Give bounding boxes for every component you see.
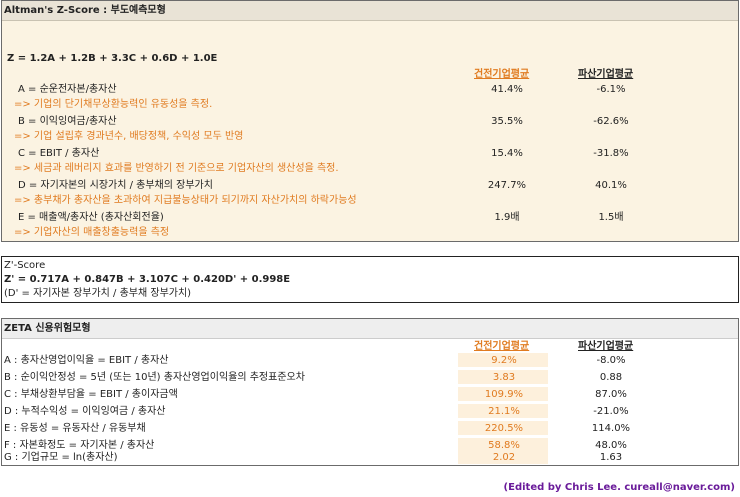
altman-row-d-note: => 총부채가 총자산을 초과하여 지급불능상태가 되기까지 자산가치의 하락가…: [14, 195, 357, 206]
zeta-row-a-healthy: 9.2%: [491, 355, 517, 366]
zeta-row-c-bankrupt: 87.0%: [595, 389, 627, 400]
altman-title: Altman's Z-Score : 부도예측모형: [4, 5, 166, 16]
author-credit: (Edited by Chris Lee. cureall@naver.com): [503, 482, 735, 493]
altman-row-a-label: A = 순운전자본/총자산: [18, 84, 117, 95]
altman-row-a-bankrupt: -6.1%: [596, 84, 626, 95]
zeta-row-d-label: D : 누적수익성 = 이익잉여금 / 총자산: [4, 406, 166, 417]
zeta-row-g-label: G : 기업규모 = ln(총자산): [4, 452, 118, 463]
zeta-col-healthy: 건전기업평균: [474, 341, 530, 352]
altman-row-b-label: B = 이익잉여금/총자산: [18, 116, 117, 127]
altman-row-b-bankrupt: -62.6%: [593, 116, 629, 127]
zeta-row-a-bankrupt: -8.0%: [596, 355, 626, 366]
altman-row-b-healthy: 35.5%: [491, 116, 523, 127]
zeta-row-f-label: F : 자본화정도 = 자기자본 / 총자산: [4, 440, 155, 451]
altman-row-c-healthy: 15.4%: [491, 148, 523, 159]
altman-row-d-healthy: 247.7%: [487, 180, 527, 191]
zprime-title: Z'-Score: [4, 260, 46, 271]
zeta-row-d-bankrupt: -21.0%: [593, 406, 629, 417]
zeta-row-d-healthy: 21.1%: [488, 406, 520, 417]
zeta-row-g-healthy: 2.02: [492, 452, 516, 463]
zprime-note: (D' = 자기자본 장부가치 / 총부채 장부가치): [4, 288, 192, 299]
altman-col-healthy: 건전기업평균: [474, 69, 530, 80]
altman-row-e-bankrupt: 1.5배: [598, 212, 624, 223]
zeta-cell-shade: [458, 450, 548, 464]
zeta-panel: ZETA 신용위험모형 건전기업평균 파산기업평균 A : 총자산영업이익율 =…: [1, 318, 739, 466]
zeta-row-e-healthy: 220.5%: [484, 423, 524, 434]
altman-row-b-note: => 기업 설립후 경과년수, 배당정책, 수익성 모두 반영: [14, 131, 244, 142]
altman-zscore-panel: Altman's Z-Score : 부도예측모형 Z = 1.2A + 1.2…: [1, 0, 739, 242]
zeta-cell-shade: [458, 438, 548, 452]
zeta-row-a-label: A : 총자산영업이익율 = EBIT / 총자산: [4, 355, 169, 366]
zeta-title: ZETA 신용위험모형: [4, 323, 91, 334]
zeta-row-c-label: C : 부채상환부담율 = EBIT / 총이자금액: [4, 389, 178, 400]
zeta-row-b-label: B : 순이익안정성 = 5년 (또는 10년) 총자산영업이익율의 추정표준오…: [4, 372, 305, 383]
altman-row-e-note: => 기업자산의 매출창출능력을 측정: [14, 227, 170, 238]
altman-row-a-note: => 기업의 단기채무상환능력인 유동성을 측정.: [14, 99, 213, 110]
zeta-row-b-healthy: 3.83: [492, 372, 516, 383]
altman-formula: Z = 1.2A + 1.2B + 3.3C + 0.6D + 1.0E: [7, 53, 218, 64]
altman-row-d-label: D = 자기자본의 시장가치 / 총부채의 장부가치: [18, 180, 213, 191]
zeta-row-g-bankrupt: 1.63: [599, 452, 623, 463]
altman-title-bar: Altman's Z-Score : 부도예측모형: [2, 1, 738, 21]
altman-row-a-healthy: 41.4%: [491, 84, 523, 95]
zeta-title-bar: ZETA 신용위험모형: [2, 319, 738, 339]
zeta-row-b-bankrupt: 0.88: [599, 372, 623, 383]
zeta-row-c-healthy: 109.9%: [484, 389, 524, 400]
zeta-cell-shade: [458, 387, 548, 401]
zeta-row-f-bankrupt: 48.0%: [595, 440, 627, 451]
altman-col-bankrupt: 파산기업평균: [578, 69, 634, 80]
altman-row-d-bankrupt: 40.1%: [595, 180, 627, 191]
zeta-cell-shade: [458, 404, 548, 418]
zeta-row-f-healthy: 58.8%: [488, 440, 520, 451]
altman-row-c-note: => 세금과 레버리지 효과를 반영하기 전 기준으로 기업자산의 생산성을 측…: [14, 163, 339, 174]
altman-row-e-label: E = 매출액/총자산 (총자산회전율): [18, 212, 164, 223]
zprime-formula: Z' = 0.717A + 0.847B + 3.107C + 0.420D' …: [4, 274, 291, 285]
altman-row-e-healthy: 1.9배: [494, 212, 520, 223]
zeta-row-e-bankrupt: 114.0%: [591, 423, 631, 434]
zprime-score-panel: Z'-Score Z' = 0.717A + 0.847B + 3.107C +…: [1, 256, 739, 303]
altman-row-c-bankrupt: -31.8%: [593, 148, 629, 159]
zeta-cell-shade: [458, 370, 548, 384]
zeta-cell-shade: [458, 353, 548, 367]
altman-row-c-label: C = EBIT / 총자산: [18, 148, 100, 159]
zeta-cell-shade: [458, 421, 548, 435]
zeta-row-e-label: E : 유동성 = 유동자산 / 유동부채: [4, 423, 146, 434]
zeta-col-bankrupt: 파산기업평균: [578, 341, 634, 352]
